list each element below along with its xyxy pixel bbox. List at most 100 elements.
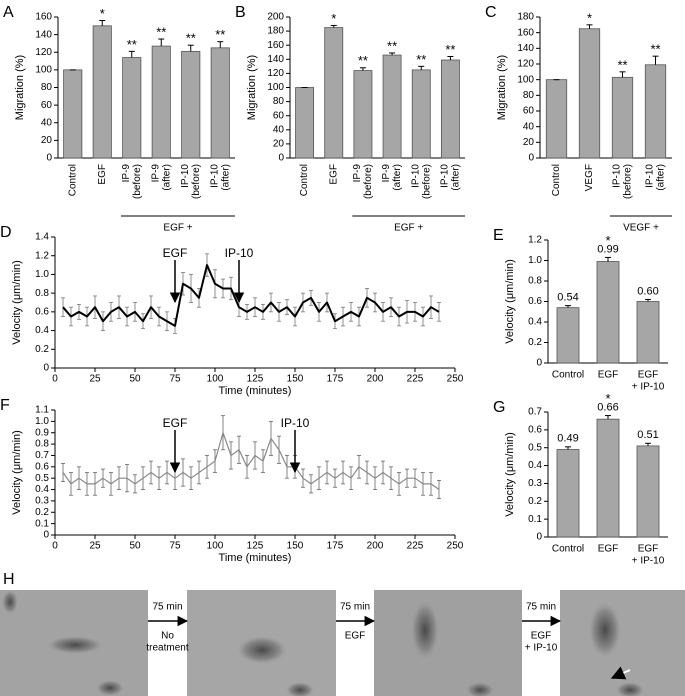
y-axis-label: Velocity (μm/min) (504, 432, 516, 517)
x-tick-label: (after) (161, 164, 172, 191)
value-label: 0.51 (637, 429, 658, 441)
y-tick-label: 80 (523, 90, 535, 101)
bar (611, 76, 634, 159)
cell (286, 682, 314, 696)
x-tick-label: 200 (367, 541, 384, 552)
x-tick-label: IP-9 (352, 164, 363, 183)
y-tick-label: 0.6 (35, 306, 49, 317)
y-tick-label: 100 (267, 82, 284, 93)
bar (440, 59, 460, 159)
y-tick-label: 0 (43, 363, 49, 374)
y-tick-label: 60 (273, 110, 285, 121)
x-tick-label: EGF (328, 164, 339, 185)
bar (181, 50, 201, 159)
panel-label: C (485, 4, 497, 21)
x-tick-label: (before) (191, 164, 202, 199)
value-label: 0.54 (557, 292, 578, 304)
data-line (62, 432, 440, 491)
x-tick-label: 150 (287, 374, 304, 385)
step-treatment: EGF (531, 631, 552, 642)
x-tick-label: IP-10 (410, 164, 421, 188)
x-tick-label: 0 (52, 374, 58, 385)
y-tick-label: 20 (41, 135, 53, 146)
y-tick-label: 0.8 (35, 439, 49, 450)
y-tick-label: 60 (41, 100, 53, 111)
bar (636, 301, 660, 364)
y-tick-label: 0.8 (35, 288, 49, 299)
step-time: 75 min (152, 602, 182, 613)
x-tick-label: 175 (327, 374, 344, 385)
significance-mark: * (331, 11, 336, 26)
step-time: 75 min (340, 602, 370, 613)
x-tick-label: IP-9 (381, 164, 392, 183)
x-tick-label: 250 (447, 541, 464, 552)
bar (324, 27, 344, 159)
panel-label: B (235, 4, 246, 21)
y-tick-label: 0 (528, 153, 534, 164)
cell (589, 602, 621, 658)
x-tick-label: 75 (169, 374, 181, 385)
y-tick-label: 0 (278, 153, 284, 164)
x-tick-label: IP-10 (645, 164, 656, 188)
y-axis-label: Migration (%) (246, 55, 258, 120)
y-tick-label: 0.4 (35, 325, 49, 336)
x-tick-label: IP-10 (440, 164, 451, 188)
y-tick-label: 0.1 (528, 514, 542, 525)
y-tick-label: 1.0 (35, 269, 49, 280)
significance-mark: ** (358, 53, 368, 68)
y-tick-label: 180 (517, 12, 534, 23)
y-tick-label: 0.3 (528, 478, 542, 489)
x-tick-label: + IP-10 (632, 382, 665, 393)
panel-label: F (0, 397, 10, 414)
bar (596, 418, 620, 538)
panel-label: G (493, 399, 505, 416)
x-tick-label: 125 (247, 541, 264, 552)
x-tick-label: + IP-10 (632, 556, 665, 567)
cell (616, 682, 644, 696)
x-tick-label: EGF (598, 370, 619, 381)
y-axis-label: Velocity (μm/min) (11, 260, 23, 345)
y-axis-label: Migration (%) (14, 55, 26, 120)
x-tick-label: (before) (132, 164, 143, 199)
x-tick-label: 0 (52, 541, 58, 552)
cell (47, 636, 103, 654)
y-tick-label: 100 (517, 74, 534, 85)
x-tick-label: Control (67, 164, 78, 196)
y-tick-label: 60 (523, 106, 535, 117)
y-tick-label: 0.4 (528, 317, 542, 328)
x-tick-label: 250 (447, 374, 464, 385)
y-tick-label: 0.9 (35, 427, 49, 438)
y-tick-label: 0.5 (35, 473, 49, 484)
x-tick-label: (after) (220, 164, 231, 191)
cell (411, 600, 439, 660)
x-tick-label: IP-10 (209, 164, 220, 188)
x-tick-label: 125 (247, 374, 264, 385)
panel-label: H (3, 571, 15, 588)
bar (411, 69, 431, 159)
y-tick-label: 0.4 (35, 484, 49, 495)
y-tick-label: 20 (523, 137, 535, 148)
y-tick-label: 140 (35, 29, 52, 40)
x-tick-label: (before) (363, 164, 374, 199)
x-axis-label: Time (minutes) (219, 552, 292, 564)
x-tick-label: EGF (638, 370, 659, 381)
cell (2, 590, 18, 614)
y-axis-label: Velocity (μm/min) (11, 430, 23, 515)
significance-mark: * (605, 233, 610, 248)
bar (63, 69, 83, 159)
significance-mark: ** (186, 31, 196, 46)
y-tick-label: 0.7 (35, 450, 49, 461)
y-axis-label: Velocity (μm/min) (504, 259, 516, 344)
x-tick-label: Control (552, 544, 584, 555)
x-tick-label: EGF (598, 544, 619, 555)
step-time: 75 min (526, 602, 556, 613)
bar (545, 79, 568, 159)
x-tick-label: (after) (392, 164, 403, 191)
y-tick-label: 0.2 (35, 507, 49, 518)
y-tick-label: 20 (273, 139, 285, 150)
x-tick-label: 225 (407, 541, 424, 552)
annotation-label: IP-10 (281, 416, 310, 430)
x-tick-label: EGF (638, 544, 659, 555)
y-tick-label: 0.7 (528, 407, 542, 418)
